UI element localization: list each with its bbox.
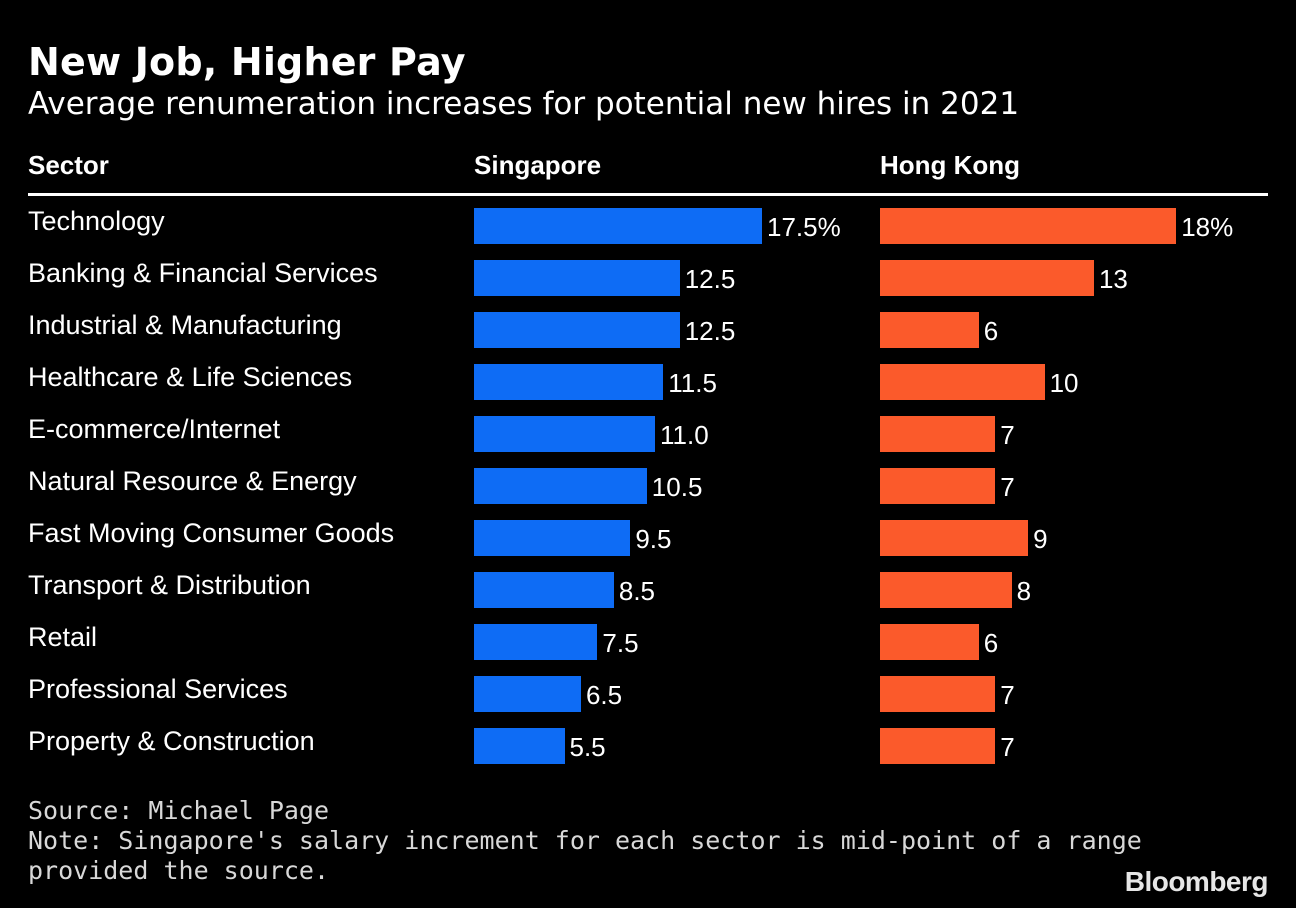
hong-kong-value-label: 6 <box>983 628 999 658</box>
hong-kong-value-label: 7 <box>1000 680 1015 710</box>
singapore-bar <box>474 260 680 296</box>
hong-kong-bar <box>880 312 979 348</box>
singapore-value-label: 11.5 <box>668 368 717 398</box>
hong-kong-value-label: 10 <box>1049 368 1079 398</box>
singapore-bar <box>474 416 656 452</box>
singapore-bar <box>474 572 614 608</box>
chart-subtitle: Average renumeration increases for poten… <box>28 86 1020 122</box>
hong-kong-value-label: 7 <box>1000 472 1015 502</box>
hong-kong-bar <box>880 260 1094 296</box>
hong-kong-column-header: Hong Kong <box>880 150 1021 180</box>
hong-kong-bar <box>880 572 1012 608</box>
singapore-bar <box>474 676 581 712</box>
singapore-bar <box>474 624 598 660</box>
note-line-2: provided the source. <box>28 856 330 885</box>
hong-kong-value-label: 13 <box>1098 264 1128 294</box>
singapore-value-label: 6.5 <box>585 680 623 710</box>
singapore-value-label: 7.5 <box>602 628 639 658</box>
singapore-value-label: 12.5 <box>684 264 736 294</box>
sector-label: Healthcare & Life Sciences <box>28 362 353 392</box>
hong-kong-value-label: 6 <box>983 316 999 346</box>
hong-kong-bar <box>880 520 1029 556</box>
chart-title: New Job, Higher Pay <box>28 40 466 84</box>
sector-label: E-commerce/Internet <box>28 414 281 444</box>
hong-kong-bar <box>880 208 1177 244</box>
hong-kong-value-label: 7 <box>1000 732 1015 762</box>
hong-kong-bar <box>880 364 1045 400</box>
singapore-value-label: 5.5 <box>569 732 606 762</box>
bloomberg-logo: Bloomberg <box>1124 866 1269 897</box>
sector-label: Technology <box>28 206 165 236</box>
sector-label: Natural Resource & Energy <box>28 466 357 496</box>
hong-kong-value-label: 9 <box>1033 524 1048 554</box>
sector-label: Fast Moving Consumer Goods <box>28 518 395 548</box>
singapore-bar <box>474 364 664 400</box>
sector-label: Property & Construction <box>28 726 315 756</box>
singapore-bar <box>474 312 680 348</box>
header-rule <box>28 193 1268 196</box>
note-line-1: Note: Singapore's salary increment for e… <box>28 826 1142 855</box>
singapore-value-label: 8.5 <box>618 576 656 606</box>
singapore-bar <box>474 728 565 764</box>
hong-kong-bar <box>880 624 979 660</box>
hong-kong-bar <box>880 468 996 504</box>
hong-kong-value-label: 18% <box>1181 212 1234 242</box>
sector-label: Industrial & Manufacturing <box>28 310 342 340</box>
sector-label: Professional Services <box>28 674 288 704</box>
hong-kong-bar <box>880 676 996 712</box>
singapore-bar <box>474 208 762 244</box>
hong-kong-bar <box>880 728 996 764</box>
singapore-value-label: 17.5% <box>767 212 841 242</box>
sector-label: Retail <box>28 622 98 652</box>
hong-kong-value-label: 7 <box>1000 420 1015 450</box>
sector-column-header: Sector <box>28 150 109 180</box>
hong-kong-value-label: 8 <box>1016 576 1032 606</box>
singapore-value-label: 9.5 <box>635 524 672 554</box>
hong-kong-bar <box>880 416 996 452</box>
source-note: Source: Michael Page <box>28 796 330 825</box>
singapore-value-label: 12.5 <box>684 316 736 346</box>
sector-label: Banking & Financial Services <box>28 258 378 288</box>
singapore-value-label: 10.5 <box>651 472 703 502</box>
singapore-column-header: Singapore <box>474 150 602 180</box>
sector-label: Transport & Distribution <box>28 570 311 600</box>
singapore-bar <box>474 468 647 504</box>
singapore-bar <box>474 520 631 556</box>
singapore-value-label: 11.0 <box>660 420 709 450</box>
